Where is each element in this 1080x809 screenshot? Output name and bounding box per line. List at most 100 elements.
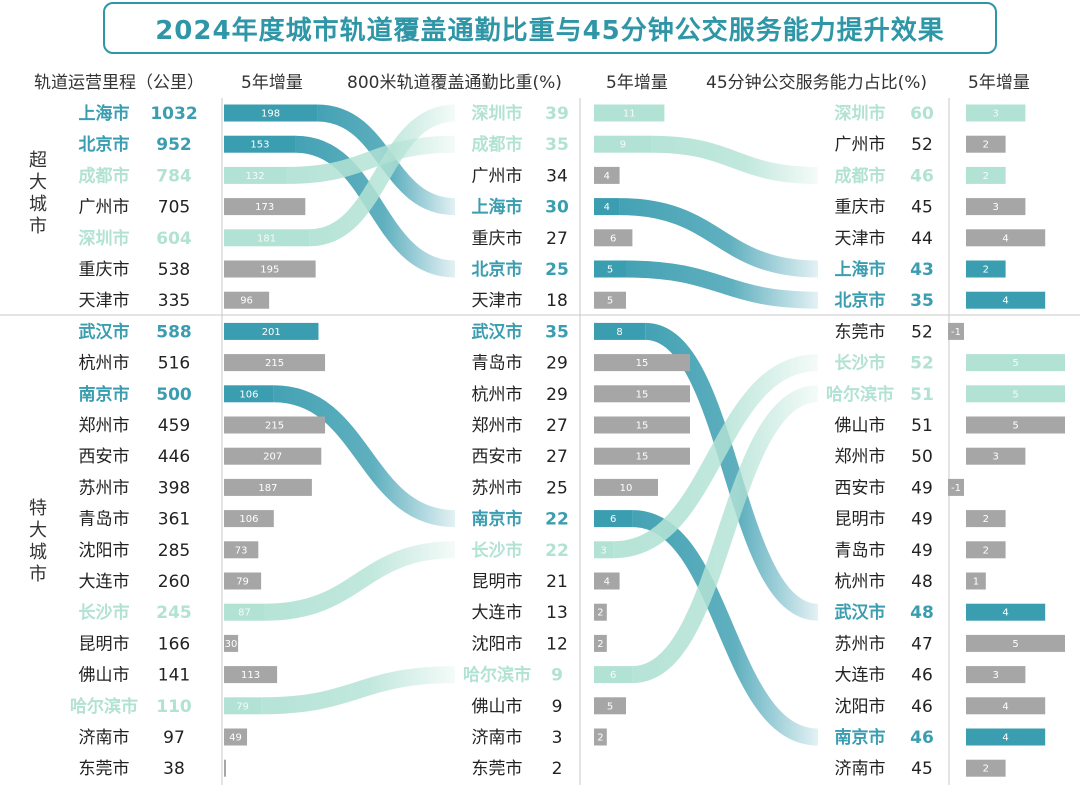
value-label: 51 xyxy=(910,385,934,405)
value-label: 45 xyxy=(911,198,933,218)
flow-ribbon xyxy=(273,385,456,528)
growth-bar xyxy=(594,634,607,652)
city-label: 重庆市 xyxy=(79,260,130,280)
value-label: 46 xyxy=(911,666,933,686)
value-label: 35 xyxy=(545,322,569,342)
growth-label: -1 xyxy=(951,483,961,494)
city-label: 上海市 xyxy=(835,259,886,280)
growth-bar xyxy=(594,728,607,746)
city-label: 成都市 xyxy=(472,134,523,155)
value-label: 29 xyxy=(546,385,568,405)
growth-bar xyxy=(966,416,1065,434)
growth-bar xyxy=(224,166,287,184)
value-label: 43 xyxy=(910,260,934,280)
growth-bar xyxy=(594,603,607,621)
growth-label: 73 xyxy=(235,545,248,556)
value-label: 48 xyxy=(910,603,934,623)
growth-bar xyxy=(224,198,306,216)
city-label: 北京市 xyxy=(472,259,523,280)
growth-bar xyxy=(594,322,646,340)
growth-label: 79 xyxy=(236,701,249,712)
growth-bar xyxy=(966,666,1026,684)
growth-label: 4 xyxy=(1002,296,1008,307)
city-label: 深圳市 xyxy=(835,103,886,124)
growth-bar xyxy=(224,634,239,652)
title-box: 2024年度城市轨道覆盖通勤比重与45分钟公交服务能力提升效果 xyxy=(103,2,997,54)
growth-label: 2 xyxy=(983,171,989,182)
growth-bar xyxy=(966,229,1046,247)
bar-layer xyxy=(224,104,1065,777)
city-label: 苏州市 xyxy=(835,634,886,654)
city-label: 广州市 xyxy=(835,135,886,155)
growth-label: 15 xyxy=(636,452,649,463)
growth-bar xyxy=(224,104,318,122)
growth-label: 49 xyxy=(229,733,242,744)
value-label: 361 xyxy=(158,510,190,530)
growth-label: 153 xyxy=(250,140,269,151)
city-label: 长沙市 xyxy=(472,540,523,561)
city-label: 昆明市 xyxy=(79,634,130,654)
value-label: 952 xyxy=(156,135,192,155)
value-label: 446 xyxy=(158,447,190,467)
growth-bar xyxy=(224,447,322,465)
growth-bar xyxy=(966,166,1006,184)
value-label: 110 xyxy=(156,697,192,717)
growth-bar xyxy=(224,510,274,528)
value-label: 588 xyxy=(156,322,192,342)
growth-bar xyxy=(224,291,270,309)
growth-label: 4 xyxy=(604,202,610,213)
growth-bar xyxy=(224,759,226,777)
growth-bar xyxy=(224,666,278,684)
growth-bar xyxy=(948,322,964,340)
value-label: 52 xyxy=(910,354,934,374)
value-label: 34 xyxy=(546,166,568,186)
city-label: 佛山市 xyxy=(835,416,886,436)
value-label: 35 xyxy=(545,135,569,155)
growth-label: 2 xyxy=(597,639,603,650)
growth-bar xyxy=(966,291,1046,309)
value-label: 459 xyxy=(158,416,190,436)
city-label: 佛山市 xyxy=(79,666,130,686)
growth-bar xyxy=(966,572,986,590)
growth-label: 5 xyxy=(607,701,613,712)
value-label: 52 xyxy=(911,322,933,342)
city-label: 武汉市 xyxy=(472,321,523,342)
growth-bar xyxy=(966,104,1026,122)
value-label: 22 xyxy=(545,541,569,561)
city-label: 沈阳市 xyxy=(472,634,523,654)
city-label: 深圳市 xyxy=(472,103,523,124)
growth-label: 2 xyxy=(983,545,989,556)
city-label: 天津市 xyxy=(835,229,886,249)
value-label: 38 xyxy=(163,759,185,779)
city-label: 郑州市 xyxy=(472,416,523,436)
growth-label: 106 xyxy=(239,514,258,525)
growth-bar xyxy=(966,198,1026,216)
growth-label: 15 xyxy=(636,358,649,369)
flow-ribbon xyxy=(308,104,456,247)
city-label: 武汉市 xyxy=(835,602,886,623)
growth-bar xyxy=(966,354,1065,372)
growth-bar xyxy=(594,447,690,465)
value-label: 516 xyxy=(158,354,190,374)
growth-bar xyxy=(594,135,652,153)
value-label: 13 xyxy=(546,603,568,623)
city-label: 西安市 xyxy=(79,447,130,467)
value-label: 21 xyxy=(546,572,568,592)
city-label: 哈尔滨市 xyxy=(70,696,138,717)
growth-label: 15 xyxy=(636,389,649,400)
city-label: 大连市 xyxy=(472,603,523,623)
value-label: 27 xyxy=(546,416,568,436)
growth-label: 6 xyxy=(610,670,616,681)
city-label: 天津市 xyxy=(472,291,523,311)
value-label: 44 xyxy=(911,229,933,249)
flow-ribbon xyxy=(264,541,456,621)
city-label: 杭州市 xyxy=(79,354,130,374)
growth-bar xyxy=(224,135,296,153)
growth-bar xyxy=(224,541,259,559)
flow-ribbon xyxy=(625,260,819,309)
growth-bar xyxy=(224,572,262,590)
growth-label: 11 xyxy=(623,109,636,120)
city-label: 天津市 xyxy=(79,291,130,311)
growth-bar xyxy=(966,603,1046,621)
